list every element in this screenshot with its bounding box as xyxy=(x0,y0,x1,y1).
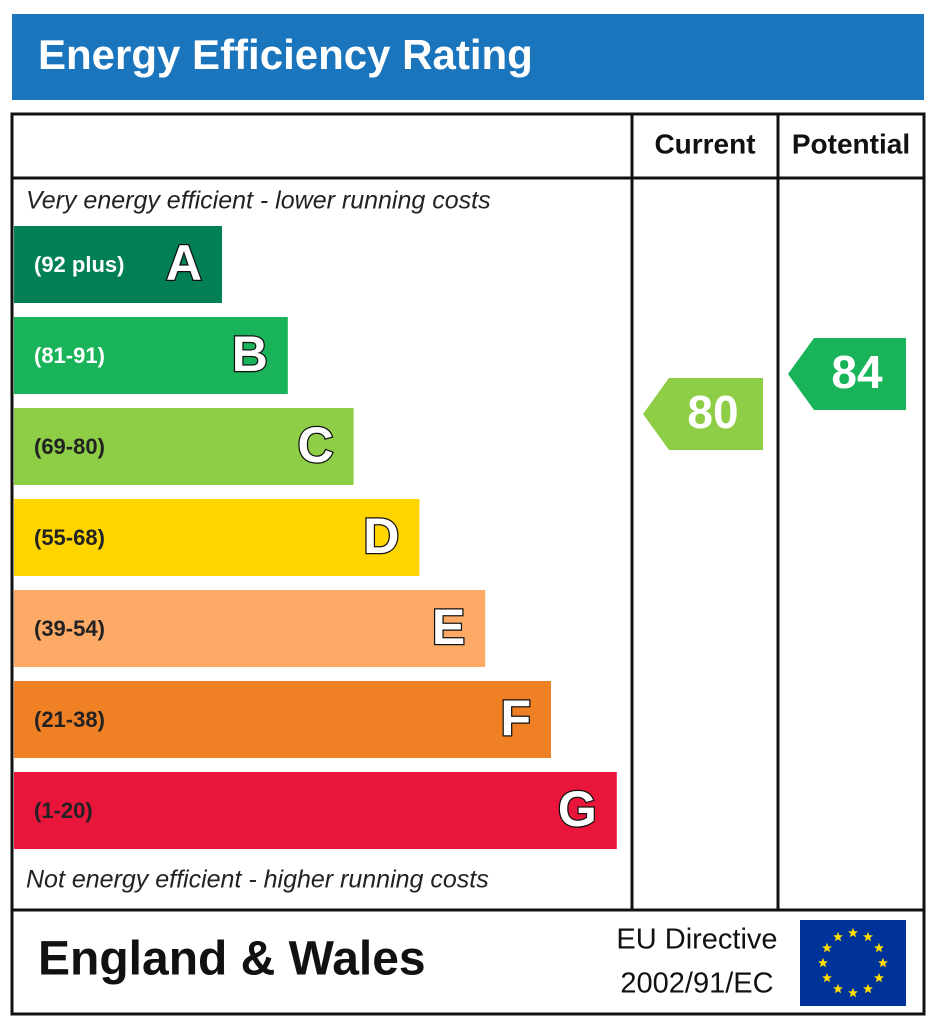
flag-star xyxy=(874,942,884,953)
band-bar xyxy=(14,499,420,576)
directive: 2002/91/EC xyxy=(620,968,773,1000)
column-header: Potential xyxy=(792,128,910,159)
flag-star xyxy=(874,972,884,983)
flag-star xyxy=(863,931,873,942)
title: Energy Efficiency Rating xyxy=(38,31,533,78)
band-bar xyxy=(14,317,288,394)
band-letter: D xyxy=(363,508,399,564)
region: England & Wales xyxy=(38,933,426,986)
flag-star xyxy=(848,927,858,938)
bottom-note: Not energy efficient - higher running co… xyxy=(26,866,489,894)
top-note: Very energy efficient - lower running co… xyxy=(26,187,491,215)
band-range: (39-54) xyxy=(34,616,105,641)
band-range: (81-91) xyxy=(34,343,105,368)
band-range: (92 plus) xyxy=(34,252,124,277)
flag-star xyxy=(878,957,888,968)
band-letter: G xyxy=(558,781,597,837)
title-bar xyxy=(12,14,924,100)
flag-star xyxy=(863,983,873,994)
band-letter: F xyxy=(500,690,531,746)
rating-arrow xyxy=(643,378,763,450)
band-range: (1-20) xyxy=(34,798,93,823)
band-letter: B xyxy=(232,326,268,382)
rating-value: 80 xyxy=(687,386,738,438)
directive: EU Directive xyxy=(616,924,777,956)
band-letter: E xyxy=(432,599,465,655)
band-letter: C xyxy=(297,417,333,473)
flag-star xyxy=(822,972,832,983)
band-bar xyxy=(14,590,486,667)
flag-star xyxy=(833,931,843,942)
band-range: (21-38) xyxy=(34,707,105,732)
flag-star xyxy=(818,957,828,968)
band-bar xyxy=(14,408,354,485)
frame xyxy=(10,112,926,1016)
band-bar xyxy=(14,772,617,849)
rating-value: 84 xyxy=(831,346,883,398)
eu-flag xyxy=(800,920,906,1006)
band-bar xyxy=(14,681,551,758)
column-header: Current xyxy=(654,128,755,159)
flag-star xyxy=(822,942,832,953)
rating-arrow xyxy=(788,338,906,410)
band-letter: A xyxy=(166,235,202,291)
band-range: (69-80) xyxy=(34,434,105,459)
band-bar xyxy=(14,226,222,303)
flag-star xyxy=(848,987,858,998)
band-range: (55-68) xyxy=(34,525,105,550)
flag-star xyxy=(833,983,843,994)
